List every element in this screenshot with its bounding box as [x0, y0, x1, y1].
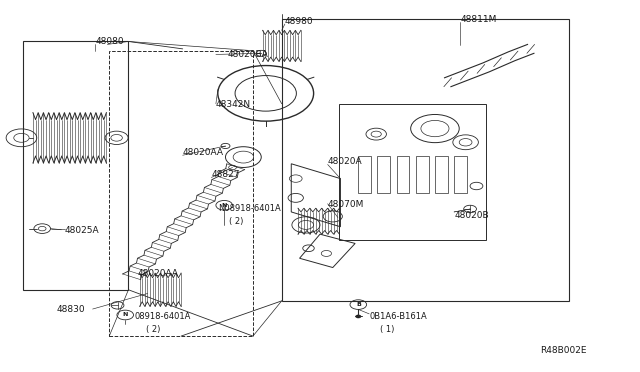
Text: ( 2): ( 2) — [147, 325, 161, 334]
Text: 48020A: 48020A — [328, 157, 362, 166]
Bar — [397, 156, 410, 193]
Bar — [378, 156, 390, 193]
Circle shape — [356, 315, 361, 318]
Text: R48B002E: R48B002E — [540, 346, 587, 355]
Text: 48020AA: 48020AA — [182, 148, 224, 157]
Bar — [454, 156, 467, 193]
Text: 48827: 48827 — [211, 170, 240, 179]
Bar — [435, 156, 448, 193]
Text: 48070M: 48070M — [328, 200, 364, 209]
Text: 08918-6401A: 08918-6401A — [135, 312, 191, 321]
Text: 48980: 48980 — [285, 17, 314, 26]
Text: N: N — [122, 312, 128, 317]
Text: 48080: 48080 — [95, 37, 124, 46]
Text: 48342N: 48342N — [216, 100, 251, 109]
Bar — [358, 156, 371, 193]
Text: ( 1): ( 1) — [380, 325, 394, 334]
Text: 48020BA: 48020BA — [227, 50, 268, 59]
Text: N08918-6401A: N08918-6401A — [218, 204, 280, 213]
Text: 48020B: 48020B — [454, 211, 489, 220]
Text: 0B1A6-B161A: 0B1A6-B161A — [369, 312, 427, 321]
Text: 48025A: 48025A — [65, 226, 99, 235]
Text: 48020AA: 48020AA — [138, 269, 179, 278]
Text: ( 2): ( 2) — [229, 217, 244, 226]
Text: B: B — [356, 302, 361, 307]
Text: 48811M: 48811M — [461, 15, 497, 24]
Text: 48830: 48830 — [57, 305, 86, 314]
Bar — [416, 156, 429, 193]
Text: N: N — [221, 203, 227, 208]
